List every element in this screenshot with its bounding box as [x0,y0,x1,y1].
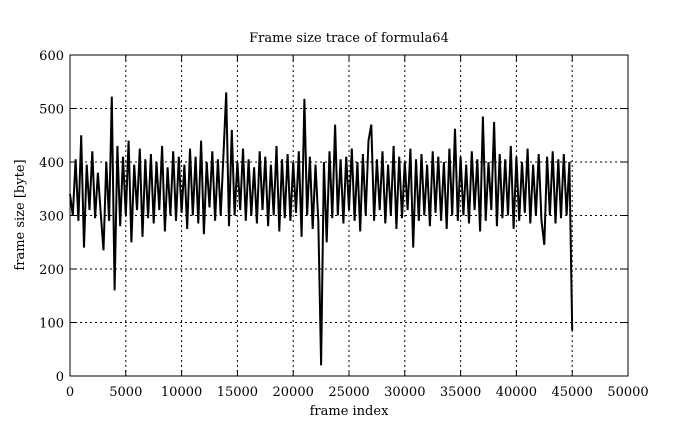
x-tick-label: 15000 [217,385,258,400]
x-tick-label: 50000 [607,385,648,400]
chart-title: Frame size trace of formula64 [249,31,449,46]
x-tick-label: 0 [66,385,74,400]
y-tick-label: 400 [39,156,64,171]
y-axis-label: frame size [byte] [13,159,28,270]
x-tick-label: 30000 [384,385,425,400]
series [69,92,574,366]
x-tick-label: 20000 [273,385,314,400]
x-axis-label: frame index [310,404,389,419]
x-tick-label: 45000 [552,385,593,400]
y-tick-label: 200 [39,263,64,278]
y-tick-label: 100 [39,317,64,332]
y-tick-label: 300 [39,210,64,225]
x-tick-label: 5000 [109,385,142,400]
x-tick-label: 40000 [496,385,537,400]
y-tick-label: 0 [56,370,64,385]
series-line [69,92,574,366]
x-tick-label: 25000 [328,385,369,400]
ticks: 0 5000 10000 15000 20000 25000 30000 35000 40000… [39,49,649,400]
y-tick-label: 600 [39,49,64,64]
y-tick-label: 500 [39,103,64,118]
x-tick-label: 10000 [161,385,202,400]
x-tick-label: 35000 [440,385,481,400]
